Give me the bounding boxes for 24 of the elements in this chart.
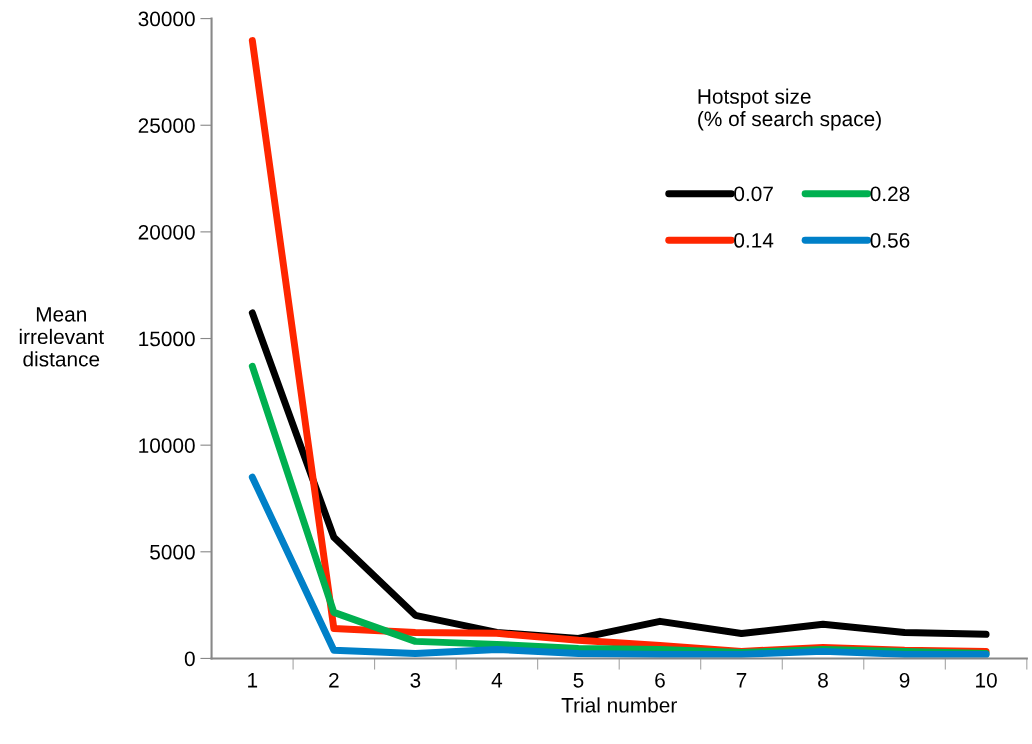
legend-label: 0.56 bbox=[870, 233, 910, 248]
legend-label: 0.28 bbox=[870, 186, 910, 202]
y-tick-label: 15000 bbox=[139, 331, 195, 347]
y-tick-label: 5000 bbox=[150, 544, 195, 560]
y-tick-label: 10000 bbox=[139, 438, 195, 453]
y-tick-label: 25000 bbox=[138, 118, 195, 133]
x-tick-label: 2 bbox=[329, 672, 339, 688]
y-tick-label: 20000 bbox=[138, 224, 195, 240]
x-tick-label: 6 bbox=[655, 672, 665, 688]
x-axis-title: Trial number bbox=[561, 697, 677, 713]
y-axis-title: Mean irrelevant distance bbox=[19, 307, 104, 367]
legend-label: 0.07 bbox=[734, 186, 773, 202]
legend-label: 0.14 bbox=[734, 233, 774, 248]
x-tick-label: 5 bbox=[573, 673, 584, 688]
x-tick-label: 3 bbox=[410, 672, 421, 688]
x-tick-label: 9 bbox=[899, 672, 910, 688]
x-tick-label: 4 bbox=[491, 673, 503, 688]
y-tick-label: 0 bbox=[184, 651, 195, 667]
y-tick-label: 30000 bbox=[138, 11, 195, 27]
x-tick-label: 7 bbox=[736, 673, 747, 688]
x-tick-label: 10 bbox=[976, 672, 997, 688]
legend-title: Hotspot size (% of search space) bbox=[698, 88, 881, 131]
x-tick-label: 8 bbox=[818, 672, 828, 688]
x-tick-label: 1 bbox=[248, 673, 258, 688]
